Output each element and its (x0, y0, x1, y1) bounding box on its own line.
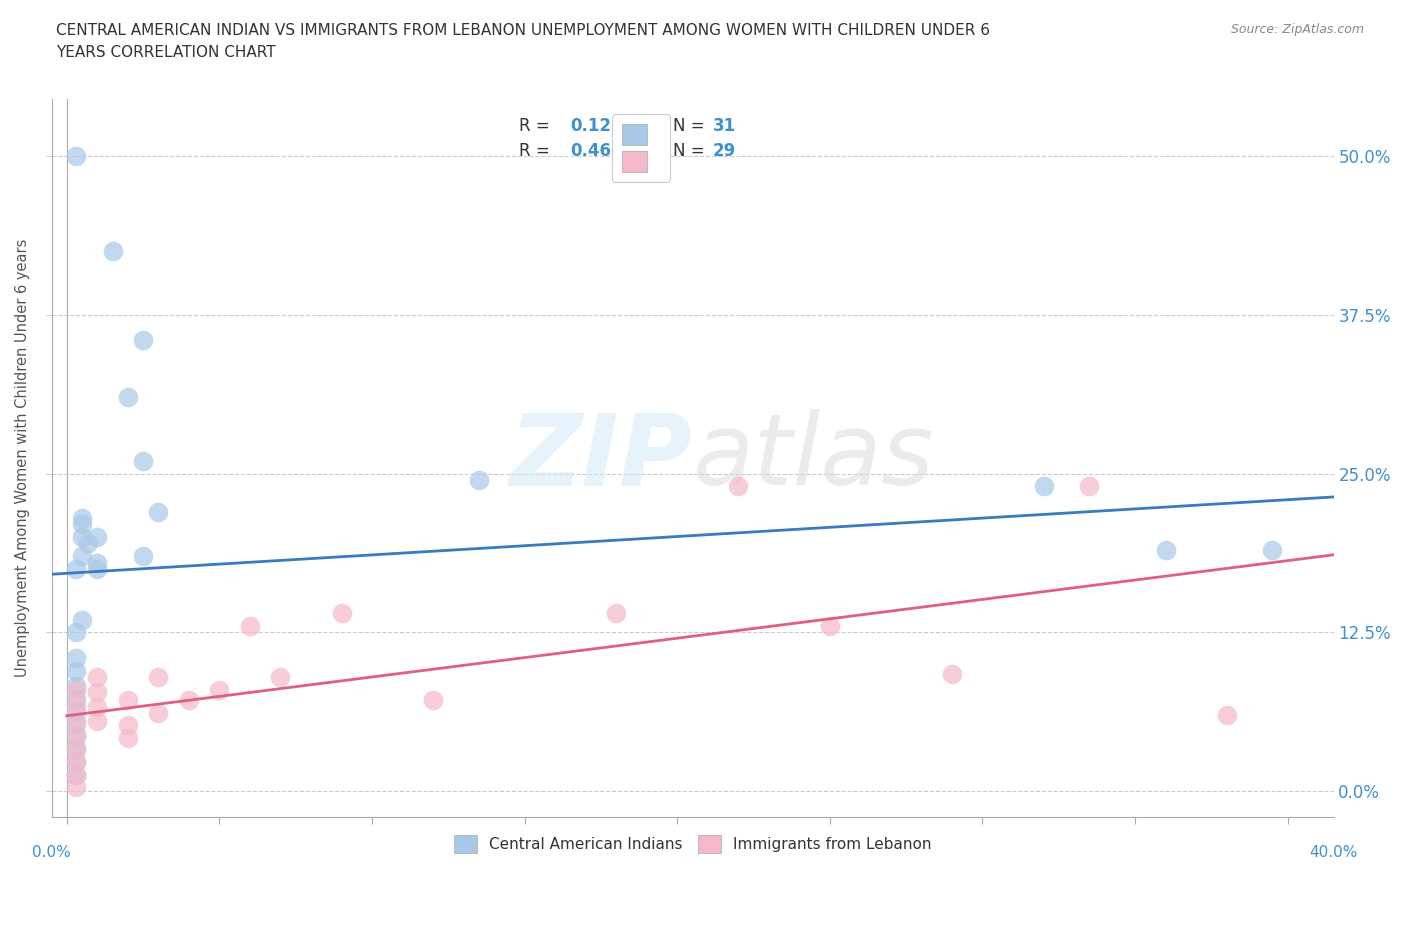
Point (65, 663, 87, 678)
Point (65, 650, 87, 665)
Point (148, 705, 170, 720)
Text: R =: R = (519, 116, 555, 135)
Point (65, 754, 87, 769)
Point (605, 606, 627, 621)
Text: Source: ZipAtlas.com: Source: ZipAtlas.com (1230, 23, 1364, 36)
Point (208, 683, 231, 698)
Text: CENTRAL AMERICAN INDIAN VS IMMIGRANTS FROM LEBANON UNEMPLOYMENT AMONG WOMEN WITH: CENTRAL AMERICAN INDIAN VS IMMIGRANTS FR… (56, 23, 990, 38)
Point (330, 606, 353, 621)
Point (65, 767, 87, 782)
Point (65, 716, 87, 731)
Text: 40.0%: 40.0% (1309, 844, 1358, 859)
Text: 0.0%: 0.0% (32, 844, 70, 859)
Point (1154, 542, 1177, 557)
Point (65, 149, 87, 164)
Point (65, 753, 87, 768)
Text: 29: 29 (713, 141, 737, 160)
Point (117, 718, 139, 733)
Point (65, 678, 87, 693)
Point (65, 740, 87, 755)
Point (65, 562, 87, 577)
Point (65, 726, 87, 741)
Point (148, 504, 170, 519)
Text: 0.463: 0.463 (571, 141, 623, 160)
Point (117, 730, 139, 745)
Point (70, 549, 93, 564)
Point (86, 530, 108, 545)
Point (65, 729, 87, 744)
Point (177, 692, 200, 707)
Text: ZIP: ZIP (509, 409, 693, 506)
Point (70, 517, 93, 532)
Point (65, 767, 87, 782)
Point (422, 692, 444, 707)
Point (727, 479, 749, 494)
Point (132, 549, 155, 564)
Point (65, 625, 87, 640)
Text: atlas: atlas (693, 409, 934, 506)
Text: YEARS CORRELATION CHART: YEARS CORRELATION CHART (56, 45, 276, 60)
Point (1032, 479, 1054, 494)
Text: 0.121: 0.121 (571, 116, 623, 135)
Point (269, 670, 291, 684)
Point (86, 562, 108, 577)
Point (65, 704, 87, 719)
Text: 31: 31 (713, 116, 737, 135)
Point (117, 692, 139, 707)
Text: N =: N = (673, 116, 710, 135)
Text: R =: R = (519, 141, 555, 160)
Point (65, 712, 87, 727)
Point (65, 683, 87, 698)
Legend: Central American Indians, Immigrants from Lebanon: Central American Indians, Immigrants fro… (447, 829, 938, 859)
Point (148, 670, 170, 684)
Point (239, 618, 262, 633)
Point (65, 698, 87, 712)
Point (70, 530, 93, 545)
Point (70, 511, 93, 525)
Point (86, 714, 108, 729)
Y-axis label: Unemployment Among Women with Children Under 6 years: Unemployment Among Women with Children U… (15, 238, 30, 677)
Text: N =: N = (673, 141, 710, 160)
Point (86, 670, 108, 684)
Point (1078, 479, 1101, 494)
Point (132, 333, 155, 348)
Point (65, 780, 87, 795)
Point (86, 700, 108, 715)
Point (468, 472, 491, 487)
Point (1215, 708, 1237, 723)
Point (86, 684, 108, 699)
Point (65, 742, 87, 757)
Point (65, 691, 87, 706)
Point (132, 454, 155, 469)
Point (1261, 542, 1284, 557)
Point (818, 618, 841, 633)
Point (117, 390, 139, 405)
Point (101, 244, 124, 259)
Point (70, 612, 93, 627)
Point (86, 555, 108, 570)
Point (77, 536, 100, 551)
Point (941, 667, 963, 682)
